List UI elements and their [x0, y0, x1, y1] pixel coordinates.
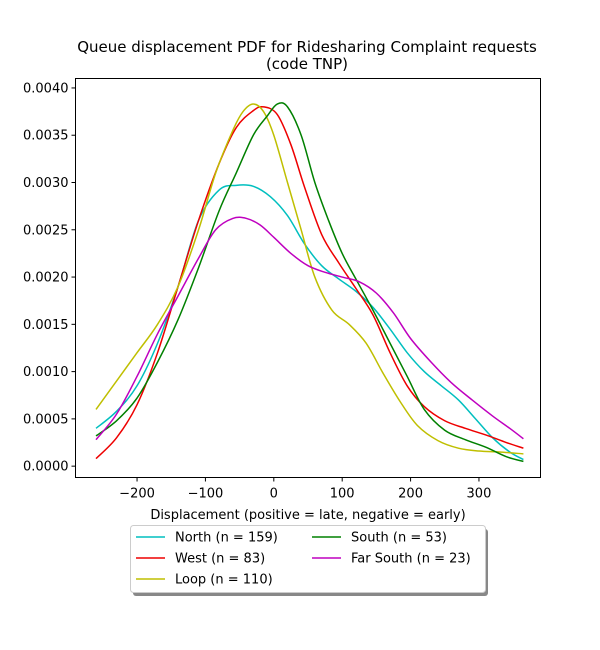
y-tick-label: 0.0030 — [23, 176, 69, 191]
y-tick-label: 0.0010 — [23, 365, 69, 380]
y-tick-label: 0.0025 — [23, 223, 69, 238]
chart-subtitle: (code TNP) — [266, 55, 348, 73]
legend-label: Far South (n = 23) — [351, 552, 471, 567]
series-line-3 — [95, 102, 524, 463]
chart-title: Queue displacement PDF for Ridesharing C… — [77, 38, 537, 56]
legend: North (n = 159) West (n = 83) Loop (n = 11… — [130, 525, 488, 596]
legend-label: West (n = 83) — [175, 552, 265, 567]
x-axis-label: Displacement (positive = late, negative … — [150, 508, 465, 523]
legend-label: Loop (n = 110) — [175, 573, 273, 588]
series-line-4 — [95, 216, 524, 441]
x-tick-label: −200 — [119, 487, 155, 502]
legend-label: North (n = 159) — [175, 531, 278, 546]
series-line-0 — [95, 184, 524, 461]
legend-label: South (n = 53) — [351, 531, 447, 546]
legend-items: North (n = 159) West (n = 83) Loop (n = 11… — [136, 531, 471, 588]
series-lines — [95, 102, 524, 463]
y-tick-label: 0.0005 — [23, 412, 69, 427]
series-line-2 — [95, 103, 524, 455]
x-tick-label: 200 — [398, 487, 423, 502]
y-tick-label: 0.0020 — [23, 271, 69, 286]
y-tick-label: 0.0035 — [23, 129, 69, 144]
x-tick-label: 0 — [270, 487, 278, 502]
y-tick-label: 0.0000 — [23, 460, 69, 475]
y-tick-label: 0.0015 — [23, 318, 69, 333]
x-tick-label: −100 — [188, 487, 224, 502]
series-line-1 — [95, 105, 524, 460]
legend-box — [130, 525, 486, 593]
plot-frame — [75, 78, 541, 478]
x-tick-label: 100 — [330, 487, 355, 502]
x-tick-label: 300 — [467, 487, 492, 502]
axis-ticks: −200 −100 0 100 200 300 0.0000 0.0005 0.0010 0.00… — [23, 81, 491, 501]
y-tick-label: 0.0040 — [23, 81, 69, 96]
